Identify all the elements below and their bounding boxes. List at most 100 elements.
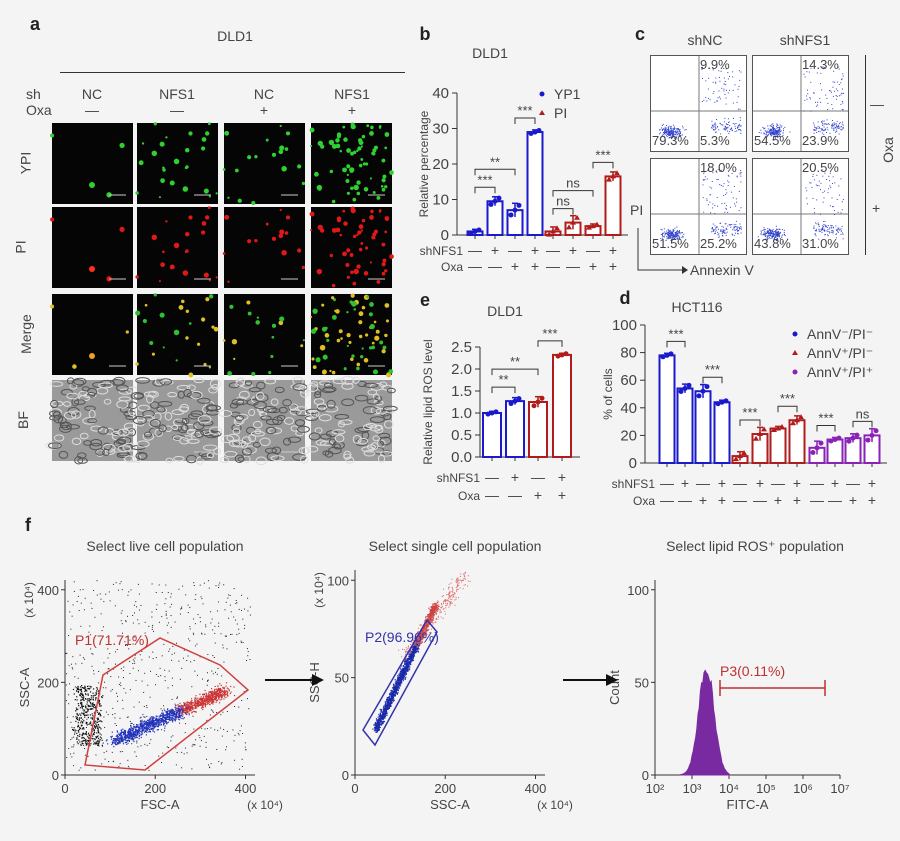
event-dot [829, 132, 831, 134]
cell-signal [314, 171, 319, 177]
event-dot [679, 132, 681, 134]
cell [193, 377, 205, 384]
sh-label: sh [26, 86, 41, 102]
event-dot [727, 71, 729, 73]
event-dot [804, 76, 806, 78]
event-dot [725, 205, 727, 207]
event-dot [723, 77, 725, 79]
quadrant-upper-right: 14.3% [802, 57, 839, 72]
event-dot [737, 230, 739, 232]
event-dot [711, 228, 713, 230]
event-dot [772, 128, 774, 130]
event-dot [782, 134, 784, 136]
cell [137, 404, 150, 412]
event-dot [669, 230, 671, 232]
event-dot [841, 100, 843, 102]
event-dot [725, 97, 727, 99]
event-dot [665, 127, 667, 129]
cell-signal [363, 358, 369, 363]
event-dot [815, 127, 817, 129]
event-dot [719, 80, 721, 82]
event-dot [677, 238, 679, 240]
event-dot [768, 231, 770, 233]
event-dot [679, 136, 681, 138]
event-dot [818, 238, 820, 240]
event-dot [764, 229, 766, 231]
event-dot [716, 118, 718, 120]
event-dot [668, 237, 670, 239]
event-dot [725, 128, 727, 130]
cell-signal [315, 327, 318, 330]
event-dot [682, 127, 684, 129]
event-dot [667, 232, 669, 234]
event-dot [670, 232, 672, 234]
event-dot [670, 234, 672, 236]
micrograph-tile [309, 206, 394, 288]
cell [363, 382, 378, 388]
cell [66, 392, 80, 400]
cell-signal [342, 125, 346, 129]
cell-signal [381, 178, 386, 183]
event-dot [659, 129, 661, 131]
cell [256, 406, 272, 413]
event-dot [712, 203, 714, 205]
event-dot [669, 235, 671, 237]
event-dot [670, 129, 672, 131]
cell [248, 408, 256, 417]
micrograph-tile [50, 294, 133, 375]
event-dot [736, 101, 738, 103]
event-dot [778, 228, 780, 230]
cell-signal [357, 230, 362, 235]
event-dot [724, 127, 726, 129]
cell-signal [334, 309, 337, 313]
cell-signal [160, 262, 165, 268]
event-dot [717, 169, 719, 171]
event-dot [840, 230, 842, 232]
event-dot [734, 203, 736, 205]
cell-signal [360, 355, 364, 359]
cell-signal [369, 261, 373, 264]
event-dot [723, 226, 725, 228]
cell [276, 414, 286, 422]
cell-signal [338, 329, 343, 334]
cell-signal [281, 166, 287, 172]
event-dot [714, 231, 716, 233]
event-dot [666, 230, 668, 232]
event-dot [663, 228, 665, 230]
cell-signal [342, 167, 347, 173]
event-dot [823, 68, 825, 70]
cell-signal [211, 325, 215, 329]
event-dot [771, 230, 773, 232]
event-dot [666, 134, 668, 136]
event-dot [767, 228, 769, 230]
cell-signal [204, 131, 210, 136]
event-dot [771, 235, 773, 237]
cell [264, 447, 277, 454]
event-dot [674, 227, 676, 229]
cell [378, 432, 391, 439]
event-dot [815, 128, 817, 130]
event-dot [825, 131, 827, 133]
cell-signal [335, 227, 341, 233]
event-dot [728, 181, 730, 183]
cell-signal [160, 178, 165, 184]
cell [323, 382, 334, 389]
event-dot [818, 130, 820, 132]
cell [319, 440, 333, 447]
event-dot [814, 101, 816, 103]
micrograph-tile [310, 293, 394, 378]
event-dot [822, 123, 824, 125]
event-dot [814, 233, 816, 235]
event-dot [723, 83, 725, 85]
cell [132, 415, 147, 425]
cell [154, 377, 165, 386]
event-dot [783, 234, 785, 236]
event-dot [672, 236, 674, 238]
micrograph-tile [222, 294, 305, 377]
event-dot [717, 231, 719, 233]
event-dot [711, 125, 713, 127]
cell-signal [144, 303, 148, 307]
event-dot [721, 87, 723, 89]
event-dot [676, 234, 678, 236]
event-dot [779, 131, 781, 133]
